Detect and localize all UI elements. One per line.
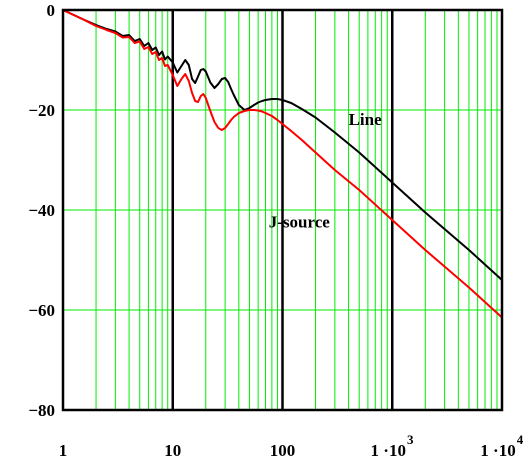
series-labels: Line J-source (269, 110, 382, 232)
x-tick-label: 1 ·10 (480, 441, 515, 460)
x-tick-label: 100 (270, 441, 296, 460)
x-tick-label: 1 (59, 441, 68, 460)
y-tick-labels: 0 −20 −40 −60 −80 (28, 1, 55, 420)
series-line-line (62, 9, 503, 281)
y-tick-label: −80 (28, 401, 55, 420)
x-tick-exponent: 4 (517, 432, 524, 447)
x-tick-label: 10 (164, 441, 181, 460)
series-line-j-source (62, 9, 503, 319)
y-tick-label: −40 (28, 201, 55, 220)
series-label-line: Line (349, 110, 383, 129)
y-tick-label: −20 (28, 101, 55, 120)
series-label-j-source: J-source (269, 213, 331, 232)
y-tick-label: 0 (47, 1, 56, 20)
y-tick-label: −60 (28, 301, 55, 320)
series-layer (62, 9, 503, 319)
minor-grid (63, 10, 502, 410)
x-tick-exponent: 3 (407, 432, 414, 447)
plot-frame (61, 8, 504, 412)
x-tick-label: 1 ·10 (371, 441, 406, 460)
